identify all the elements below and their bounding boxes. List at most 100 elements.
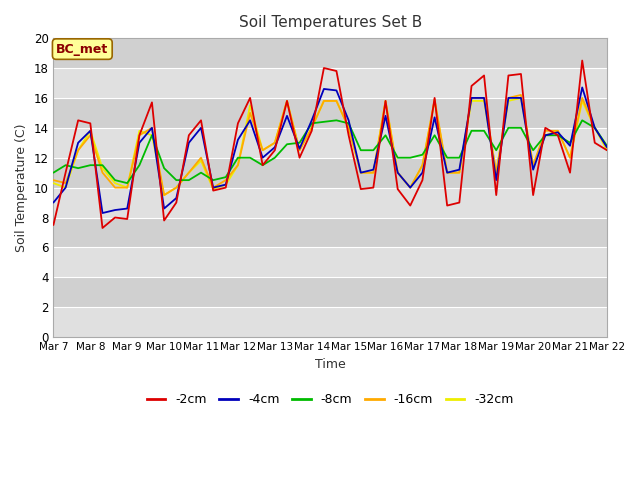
-4cm xyxy=(419,170,426,176)
-16cm xyxy=(468,95,476,101)
-2cm xyxy=(246,95,254,101)
-16cm xyxy=(333,98,340,104)
Text: BC_met: BC_met xyxy=(56,43,108,56)
-32cm xyxy=(124,185,131,191)
-32cm xyxy=(492,170,500,176)
-2cm xyxy=(136,132,143,138)
-16cm xyxy=(320,98,328,104)
-32cm xyxy=(369,170,377,176)
-8cm xyxy=(296,140,303,145)
-16cm xyxy=(283,98,291,104)
-2cm xyxy=(504,72,512,78)
Line: -16cm: -16cm xyxy=(53,95,607,195)
-4cm xyxy=(185,140,193,145)
Legend: -2cm, -4cm, -8cm, -16cm, -32cm: -2cm, -4cm, -8cm, -16cm, -32cm xyxy=(141,388,519,411)
-8cm xyxy=(86,162,94,168)
-8cm xyxy=(99,162,106,168)
-8cm xyxy=(271,155,278,161)
-4cm xyxy=(222,182,230,188)
-8cm xyxy=(541,132,549,138)
-8cm xyxy=(517,125,525,131)
Bar xyxy=(53,158,607,188)
-32cm xyxy=(197,158,205,164)
Bar xyxy=(53,247,607,277)
-32cm xyxy=(504,98,512,104)
-16cm xyxy=(529,162,537,168)
-8cm xyxy=(49,170,57,176)
-32cm xyxy=(333,98,340,104)
-2cm xyxy=(468,83,476,89)
-16cm xyxy=(222,177,230,183)
-4cm xyxy=(111,207,119,213)
-16cm xyxy=(259,147,266,153)
-32cm xyxy=(209,186,217,192)
-16cm xyxy=(394,170,401,176)
-8cm xyxy=(492,147,500,153)
-32cm xyxy=(517,95,525,101)
-8cm xyxy=(234,155,242,161)
-4cm xyxy=(603,144,611,150)
-2cm xyxy=(591,140,598,145)
-16cm xyxy=(444,170,451,176)
-4cm xyxy=(529,167,537,172)
-4cm xyxy=(124,205,131,211)
-8cm xyxy=(124,180,131,186)
-4cm xyxy=(296,146,303,152)
-4cm xyxy=(394,170,401,176)
-16cm xyxy=(345,125,353,131)
-32cm xyxy=(468,98,476,104)
Bar xyxy=(53,68,607,98)
-2cm xyxy=(61,170,69,176)
-4cm xyxy=(209,185,217,191)
Bar xyxy=(53,307,607,337)
-2cm xyxy=(320,65,328,71)
-4cm xyxy=(345,118,353,123)
-2cm xyxy=(333,68,340,74)
-32cm xyxy=(320,98,328,104)
Line: -32cm: -32cm xyxy=(53,98,607,195)
-2cm xyxy=(566,170,574,176)
-4cm xyxy=(369,167,377,172)
-2cm xyxy=(222,185,230,191)
-16cm xyxy=(369,170,377,176)
-16cm xyxy=(49,177,57,183)
-16cm xyxy=(99,170,106,176)
-32cm xyxy=(480,98,488,104)
-8cm xyxy=(209,177,217,183)
-4cm xyxy=(591,125,598,131)
-16cm xyxy=(579,95,586,101)
-8cm xyxy=(333,118,340,123)
-32cm xyxy=(222,182,230,188)
-8cm xyxy=(406,155,414,161)
-4cm xyxy=(541,132,549,138)
-2cm xyxy=(345,132,353,138)
-16cm xyxy=(492,170,500,176)
-16cm xyxy=(406,185,414,191)
-2cm xyxy=(259,162,266,168)
-32cm xyxy=(49,180,57,186)
-4cm xyxy=(136,140,143,145)
-8cm xyxy=(111,177,119,183)
-2cm xyxy=(185,132,193,138)
-2cm xyxy=(111,215,119,220)
-16cm xyxy=(172,185,180,191)
-32cm xyxy=(579,98,586,104)
-16cm xyxy=(61,180,69,186)
-32cm xyxy=(185,170,193,176)
-32cm xyxy=(259,147,266,153)
-16cm xyxy=(517,92,525,98)
-4cm xyxy=(456,167,463,172)
-8cm xyxy=(419,152,426,157)
-8cm xyxy=(172,177,180,183)
-4cm xyxy=(197,125,205,131)
-32cm xyxy=(136,128,143,134)
-32cm xyxy=(308,125,316,131)
-32cm xyxy=(74,147,82,153)
-16cm xyxy=(271,140,278,145)
-2cm xyxy=(517,71,525,77)
-4cm xyxy=(357,170,365,176)
-2cm xyxy=(419,177,426,183)
-32cm xyxy=(271,140,278,145)
-32cm xyxy=(111,180,119,186)
-4cm xyxy=(579,84,586,90)
